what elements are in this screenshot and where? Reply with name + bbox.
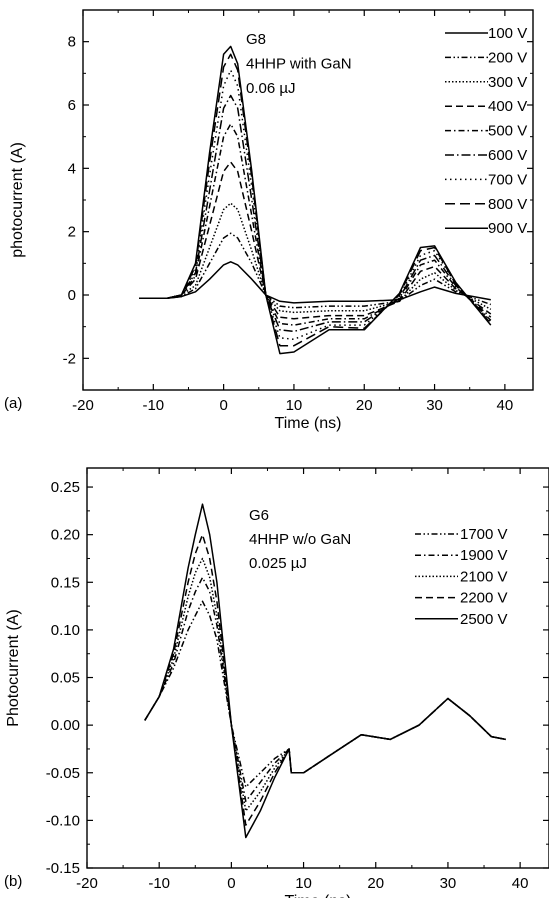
y-tick-label: 0.10	[51, 622, 80, 639]
y-axis-label: photocurrent (A)	[9, 142, 26, 258]
y-tick-label: 0.25	[51, 479, 80, 496]
series-line	[139, 123, 492, 326]
legend-label: 2200 V	[460, 590, 508, 607]
legend-label: 1900 V	[460, 547, 508, 564]
legend: 1700 V 1900 V 2100 V 2200 V 2500 V	[415, 526, 508, 628]
legend: 100 V 200 V 300 V 400 V 500 V 600 V 700 V 800 V…	[445, 25, 527, 237]
x-tick-label: -20	[76, 875, 98, 892]
x-tick-label: 40	[512, 875, 529, 892]
chart-panel-b: -20 -10 0 10 20 30 40 -0.15 -0.10 -0.05 0.00 0.05 0.…	[4, 467, 549, 898]
legend-label: 700 V	[488, 171, 527, 188]
y-tick-label: 8	[68, 34, 76, 51]
legend-label: 1700 V	[460, 526, 508, 543]
legend-label: 800 V	[488, 196, 527, 213]
x-tick-label: 20	[356, 397, 373, 414]
legend-label: 300 V	[488, 74, 527, 91]
y-tick-label: 2	[68, 224, 76, 241]
series-line	[139, 161, 492, 320]
y-tick-label: 0.15	[51, 574, 80, 591]
x-tick-label: -10	[148, 875, 170, 892]
x-tick-label: 0	[227, 875, 235, 892]
annotation-text: G6	[249, 507, 269, 524]
x-tick-label: 10	[286, 397, 303, 414]
x-axis-label: Time (ns)	[285, 893, 352, 898]
y-tick-label: 0.00	[51, 717, 80, 734]
x-tick-label: 30	[426, 397, 443, 414]
y-tick-label: -0.10	[46, 812, 80, 829]
panel-label: (b)	[4, 873, 22, 890]
x-tick-label: 0	[219, 397, 227, 414]
x-tick-label: 40	[497, 397, 514, 414]
plot-frame	[86, 467, 549, 869]
y-axis-label: Photocurrent (A)	[5, 609, 22, 726]
legend-label: 100 V	[488, 25, 527, 42]
series-line	[144, 576, 506, 803]
x-tick-label: -20	[72, 397, 94, 414]
series-line	[139, 94, 492, 333]
series-line	[139, 202, 492, 314]
series-line	[144, 503, 506, 839]
series-line	[139, 45, 492, 355]
annotation-text: 4HHP with GaN	[246, 56, 352, 73]
y-tick-label: 0	[68, 287, 76, 304]
annotation-text: 0.025 µJ	[249, 555, 307, 572]
x-tick-label: 20	[367, 875, 384, 892]
legend-label: 600 V	[488, 147, 527, 164]
y-tick-label: -0.15	[46, 860, 80, 877]
y-tick-label: -0.05	[46, 765, 80, 782]
x-tick-label: -10	[142, 397, 164, 414]
legend-label: 200 V	[488, 49, 527, 66]
x-tick-label: 30	[440, 875, 457, 892]
y-tick-label: 6	[68, 97, 76, 114]
legend-label: 500 V	[488, 123, 527, 140]
x-tick-label: 10	[295, 875, 312, 892]
y-tick-label: 0.20	[51, 527, 80, 544]
series-line	[144, 533, 506, 826]
legend-label: 2100 V	[460, 568, 508, 585]
y-tick-label: 4	[68, 160, 76, 177]
series-line	[144, 557, 506, 812]
legend-label: 900 V	[488, 220, 527, 237]
annotation-text: 4HHP w/o GaN	[249, 531, 351, 548]
legend-label: 400 V	[488, 98, 527, 115]
annotation-text: G8	[246, 31, 266, 48]
panel-label: (a)	[4, 395, 22, 412]
legend-label: 2500 V	[460, 611, 508, 628]
series-line	[139, 232, 492, 309]
y-tick-label: -2	[63, 350, 76, 367]
x-axis-label: Time (ns)	[275, 415, 342, 432]
y-tick-label: 0.05	[51, 670, 80, 687]
series-line	[139, 69, 492, 341]
annotation-text: 0.06 µJ	[246, 80, 296, 97]
